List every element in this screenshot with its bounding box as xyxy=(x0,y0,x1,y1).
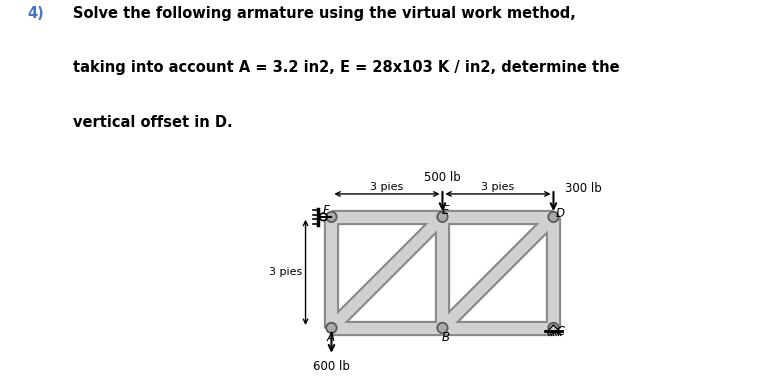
Circle shape xyxy=(319,213,327,221)
Text: 3 pies: 3 pies xyxy=(269,267,302,277)
Circle shape xyxy=(548,323,559,333)
Text: A: A xyxy=(327,331,335,344)
Text: taking into account A = 3.2 in2, E = 28x103 K / in2, determine the: taking into account A = 3.2 in2, E = 28x… xyxy=(73,60,620,75)
Circle shape xyxy=(438,212,448,222)
Text: F: F xyxy=(322,204,329,217)
Circle shape xyxy=(326,323,336,333)
Text: 4): 4) xyxy=(27,6,44,21)
Text: D: D xyxy=(555,207,564,220)
Text: Solve the following armature using the virtual work method,: Solve the following armature using the v… xyxy=(73,6,577,21)
Circle shape xyxy=(548,212,559,222)
Text: 300 lb: 300 lb xyxy=(564,182,601,194)
Text: B: B xyxy=(441,331,449,344)
Text: E: E xyxy=(441,204,449,217)
Text: 3 pies: 3 pies xyxy=(482,182,515,192)
Text: 600 lb: 600 lb xyxy=(313,361,350,373)
Text: vertical offset in D.: vertical offset in D. xyxy=(73,115,233,130)
Circle shape xyxy=(326,212,336,222)
Polygon shape xyxy=(548,325,559,331)
Circle shape xyxy=(438,323,448,333)
Text: C: C xyxy=(556,325,564,338)
Text: 3 pies: 3 pies xyxy=(370,182,404,192)
Text: 500 lb: 500 lb xyxy=(424,171,461,184)
